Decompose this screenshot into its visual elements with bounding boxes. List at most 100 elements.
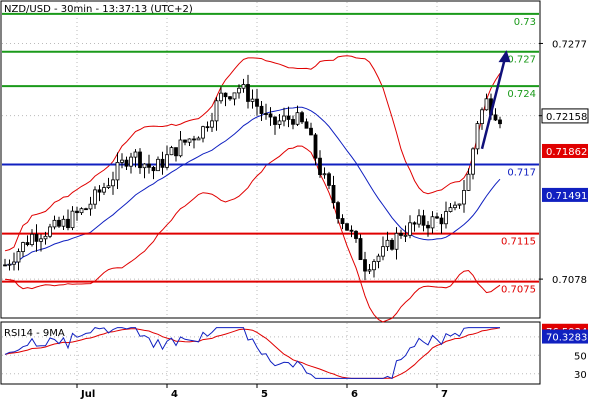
candle-body [84,208,88,211]
candle-body [462,190,466,205]
candle-body [52,219,57,228]
candle-body [403,234,408,237]
candle-body [421,215,426,226]
candle-body [151,166,156,172]
candle-body [444,211,448,225]
candle-body [232,92,237,100]
candle-body [394,232,399,250]
candle-body [498,119,502,125]
price-badge [542,187,588,202]
candle-body [480,109,484,124]
candle-body [399,232,403,236]
levels-layer: 0.73 0.727 0.724 0.717 0.7115 0.7075 [2,12,539,296]
candle-body [93,189,97,205]
candle-body [340,218,345,225]
candle-body [331,185,336,204]
candle-body [264,113,268,115]
candle-body [241,84,246,89]
candle-body [300,112,304,123]
rsi-badge [542,329,588,344]
candle-body [250,98,255,102]
candle-body [448,207,453,212]
candle-body [142,163,147,169]
candle-body [313,134,318,159]
candle-body [75,210,79,214]
candle-body [3,264,7,267]
rsi-tick-label: 50 [574,351,587,362]
price-plot-frame [0,0,541,319]
level-label: 0.73 [514,17,536,28]
candle-body [466,173,471,191]
candle-body [120,159,124,163]
rsi-tick-label: 30 [574,370,587,381]
rsi-plot-frame [0,321,541,385]
candle-body [214,100,219,122]
price-tick-label: 0.7078 [552,275,587,286]
candle-body [439,217,444,225]
level-label: 0.727 [507,55,536,66]
candle-body [97,189,102,193]
candle-body [124,159,129,167]
candle-body [354,230,358,239]
candle-body [187,138,192,143]
candle-body [133,151,138,158]
candle-body [111,179,115,187]
x-tick-label: Jul [80,389,95,400]
candle-body [268,113,273,118]
candle-body [286,115,291,120]
candle-body [457,203,462,206]
candle-body [39,238,43,242]
candle-body [223,92,228,98]
candle-body [57,219,61,227]
candle-body [453,204,457,209]
forecast-arrow-shaft [480,59,506,150]
candle-body [309,127,313,136]
candle-body [435,216,439,219]
candle-body [255,98,259,107]
candle-body [358,238,363,261]
candle-body [322,173,327,176]
candle-body [219,92,223,102]
candle-body [417,215,421,225]
arrow-layer [480,50,511,150]
candle-body [471,148,475,175]
candle-body [390,239,394,250]
candle-body [318,157,322,175]
candle-body [66,218,70,229]
candle-body [345,223,349,231]
candle-body [156,158,160,172]
candle-body [7,263,12,266]
candle-body [291,119,295,125]
candle-body [246,84,250,102]
candle-body [43,235,48,240]
candle-body [178,139,183,157]
upper-band-line [4,55,501,252]
x-tick-label: 4 [171,389,178,400]
candle-body [493,114,498,121]
price-tick-label: 0.7277 [552,39,587,50]
candle-body [138,151,142,169]
x-tick-label: 6 [351,389,358,400]
candle-body [327,173,331,186]
candle-body [282,115,286,122]
level-label: 0.724 [507,89,536,100]
candle-body [61,218,66,227]
candle-body [277,120,282,125]
level-label: 0.7115 [501,237,536,248]
candle-body [385,239,390,248]
rsi-line [4,327,500,380]
candle-body [408,222,412,236]
candle-body [16,251,21,263]
candle-body [367,269,372,272]
candle-body [30,233,34,246]
candle-body [372,261,376,271]
candle-body [70,210,75,229]
level-label: 0.7075 [501,285,536,296]
forecast-arrow-head [498,50,511,63]
candle-body [363,259,367,272]
candle-body [349,229,354,232]
candle-body [106,185,111,188]
